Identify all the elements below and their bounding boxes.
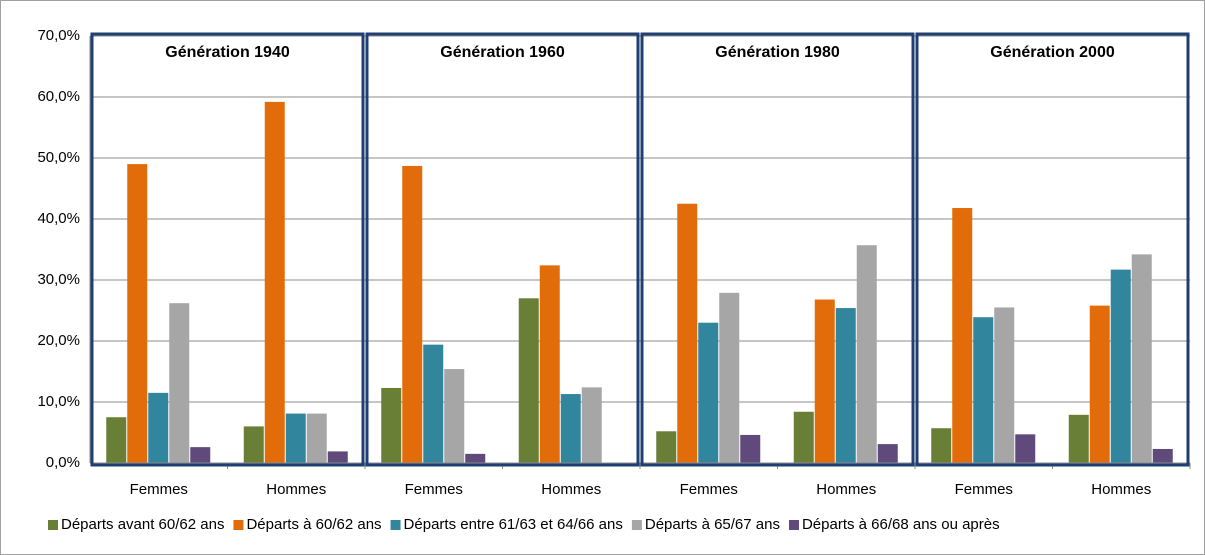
legend-swatch [233,520,244,530]
bar [127,164,148,463]
bar [465,453,486,463]
bar [698,322,719,463]
x-tick-label: Femmes [405,481,463,498]
bar [264,101,285,463]
bar [381,387,402,463]
bar [148,392,169,463]
bar [581,387,602,463]
legend-label: Départs à 65/67 ans [645,516,780,533]
legend-swatch [788,520,799,530]
bar [1131,254,1152,463]
bar [952,208,973,463]
bar [423,344,444,463]
x-tick-label: Hommes [266,481,326,498]
legend-label: Départs à 66/68 ans ou après [802,516,1000,533]
bar [656,431,677,463]
legend-swatch [390,520,401,530]
bar [793,411,814,463]
bar [169,303,190,463]
legend-swatch [631,520,642,530]
y-tick-label: 10,0% [37,393,80,410]
bar [1152,448,1173,463]
bar [243,426,264,463]
bar [877,444,898,463]
x-tick-label: Femmes [955,481,1013,498]
y-tick-label: 70,0% [37,27,80,44]
x-tick-label: Hommes [541,481,601,498]
bar [327,451,348,463]
y-tick-label: 30,0% [37,271,80,288]
y-tick-label: 60,0% [37,88,80,105]
x-tick-label: Hommes [1091,481,1151,498]
y-tick-label: 50,0% [37,149,80,166]
bar [814,299,835,463]
bar [719,292,740,463]
bar [402,165,423,463]
bar [740,434,761,463]
bar [1015,434,1036,463]
bar [931,428,952,463]
bar [190,447,211,463]
x-tick-label: Hommes [816,481,876,498]
bar [444,369,465,463]
bar [539,265,560,463]
bar [518,298,539,463]
y-tick-label: 40,0% [37,210,80,227]
x-tick-label: Femmes [680,481,738,498]
panel-title: Génération 1960 [440,44,565,61]
bar [1110,269,1131,463]
bar [835,308,856,463]
panel-box [915,32,1190,467]
y-tick-label: 20,0% [37,332,80,349]
bar [306,413,327,463]
legend-swatch [48,520,58,530]
legend-label: Départs avant 60/62 ans [61,516,224,533]
bar [994,307,1015,463]
y-tick-label: 0,0% [46,454,80,471]
bar [1068,414,1089,463]
bar [856,245,877,463]
bar [285,413,306,463]
bar [973,317,994,463]
bar [1089,305,1110,463]
legend-label: Départs entre 61/63 et 64/66 ans [404,516,623,533]
bar [560,394,581,463]
panel-box [365,32,640,467]
panel-title: Génération 1940 [165,44,290,61]
panel-box [90,32,365,467]
bar [106,417,127,463]
bar [677,203,698,463]
panel-title: Génération 2000 [990,44,1115,61]
panel-title: Génération 1980 [715,44,840,61]
panel-box [640,32,915,467]
x-tick-label: Femmes [130,481,188,498]
legend-label: Départs à 60/62 ans [246,516,381,533]
